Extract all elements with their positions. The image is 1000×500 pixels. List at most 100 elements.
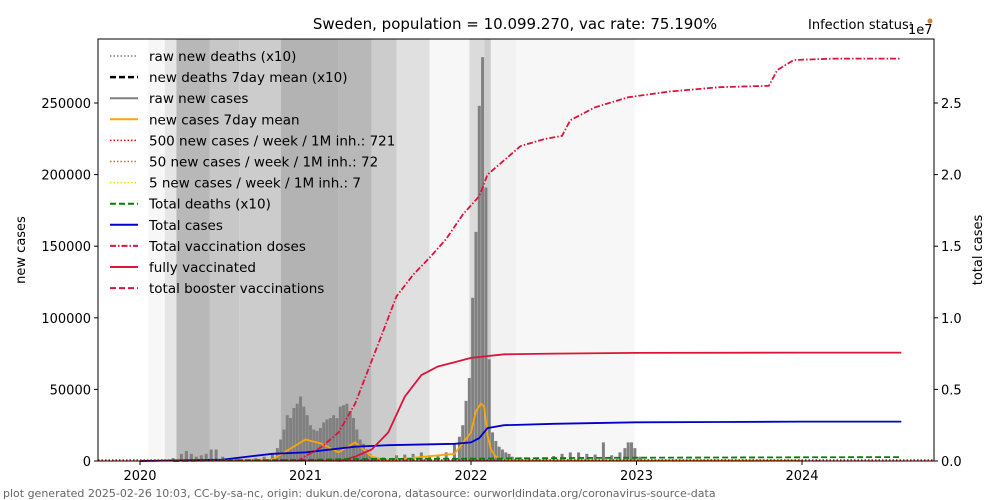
legend-entry: 5 new cases / week / 1M inh.: 7 [149,176,361,192]
legend: raw new deaths (x10) new deaths 7day mean… [110,49,395,297]
legend-entry: new cases 7day mean [149,112,300,128]
status-band [209,39,240,461]
fully-vaccinated-line [338,351,902,462]
new-cases-bar [507,453,511,461]
new-cases-bar [189,453,193,461]
status-band [280,39,339,461]
new-cases-bar [348,410,352,461]
right-axis-multiplier: 1e7 [908,23,933,38]
y-axis-label: new cases [14,216,29,284]
legend-entry: total booster vaccinations [149,281,324,297]
new-cases-bar [623,448,627,461]
total-cases-line [139,420,902,462]
y-tick-label: 0 [83,455,91,470]
status-band [148,39,165,461]
y-tick-label: 100000 [41,312,91,327]
x-axis: 2020 2021 2022 2023 2024 [123,461,819,484]
new-cases-bar [325,419,329,461]
legend-entry: raw new cases [149,91,248,107]
new-cases-bar [345,403,349,461]
total-deaths-x10-line [173,456,902,462]
legend-entry: raw new deaths (x10) [149,49,296,65]
legend-entry: new deaths 7day mean (x10) [149,70,348,86]
legend-entry: Total cases [148,218,223,234]
new-cases-bar [355,429,359,461]
status-band [429,39,470,461]
new-cases-bar [332,415,336,461]
legend-entry: fully vaccinated [149,260,256,276]
new-cases-bar [436,454,440,461]
new-cases-bar [270,453,274,461]
new-cases-bar [179,453,183,461]
new-cases-bar [199,455,203,461]
x-tick-label: 2022 [454,469,487,484]
new-cases-bar [504,452,508,461]
status-band [164,39,177,461]
new-cases-bar [633,448,637,461]
legend-entry: Total vaccination doses [148,239,306,255]
new-cases-bar [351,418,355,461]
new-cases-bar [302,406,306,461]
status-band [396,39,430,461]
new-cases-bar [626,442,630,461]
new-cases-bar [467,377,471,461]
status-band [484,39,491,461]
x-tick-label: 2020 [123,469,156,484]
legend-entry: 500 new cases / week / 1M inh.: 721 [149,133,395,149]
y-axis-left: 0 50000 100000 150000 200000 250000 [41,97,98,470]
new-cases-bar [474,231,478,461]
new-cases-bar [335,418,339,461]
new-cases-bar [308,425,312,461]
infection-status-indicator [927,18,933,24]
new-cases-bar [318,428,322,461]
series-lines [98,57,934,462]
new-cases-bar [279,439,283,461]
new-cases-bar [305,415,309,461]
y-right-tick-label: 1.5 [941,240,962,255]
new-cases-bar [204,453,208,461]
new-cases-bar [342,405,346,461]
new-cases-bar [593,454,597,461]
new-cases-bar [358,439,362,461]
new-cases-bar [312,429,316,461]
plot-frame [97,38,935,462]
background-bands [148,39,635,461]
new-cases-bar [610,455,614,461]
y-tick-label: 200000 [41,169,91,184]
new-cases-bar [491,432,495,461]
new-cases-bar [289,418,293,461]
status-band [371,39,397,461]
new-cases-bar [365,449,369,461]
new-cases-bar [568,452,572,461]
new-cases-bar [214,449,218,461]
new-cases-bar [497,446,501,461]
new-cases-bar [500,449,504,461]
new-cases-bar [275,448,279,461]
x-tick-label: 2024 [785,469,818,484]
y-right-tick-label: 0.5 [941,383,962,398]
y-tick-label: 250000 [41,97,91,112]
new-cases-bar [638,456,642,461]
new-cases-bar [184,450,188,461]
new-cases-bar [585,453,589,461]
new-cases-bar [487,359,491,461]
x-tick-label: 2021 [289,469,322,484]
y-right-tick-label: 2.5 [941,97,962,112]
new-cases-bar [295,403,299,461]
new-cases-bar [577,452,581,461]
status-band [176,39,210,461]
status-band [515,39,635,461]
y-tick-label: 50000 [50,383,91,398]
new-cases-bar [338,406,342,461]
status-band [338,39,372,461]
new-cases-bar [484,187,488,461]
new-cases-bar [322,422,326,461]
new-cases-bar [471,297,475,461]
y-axis-right-label: total cases [971,215,986,286]
new-cases-bar [464,400,468,461]
new-cases-bar [477,105,481,461]
new-cases-bar [510,456,514,461]
y-right-tick-label: 1.0 [941,312,962,327]
y-right-tick-label: 2.0 [941,169,962,184]
